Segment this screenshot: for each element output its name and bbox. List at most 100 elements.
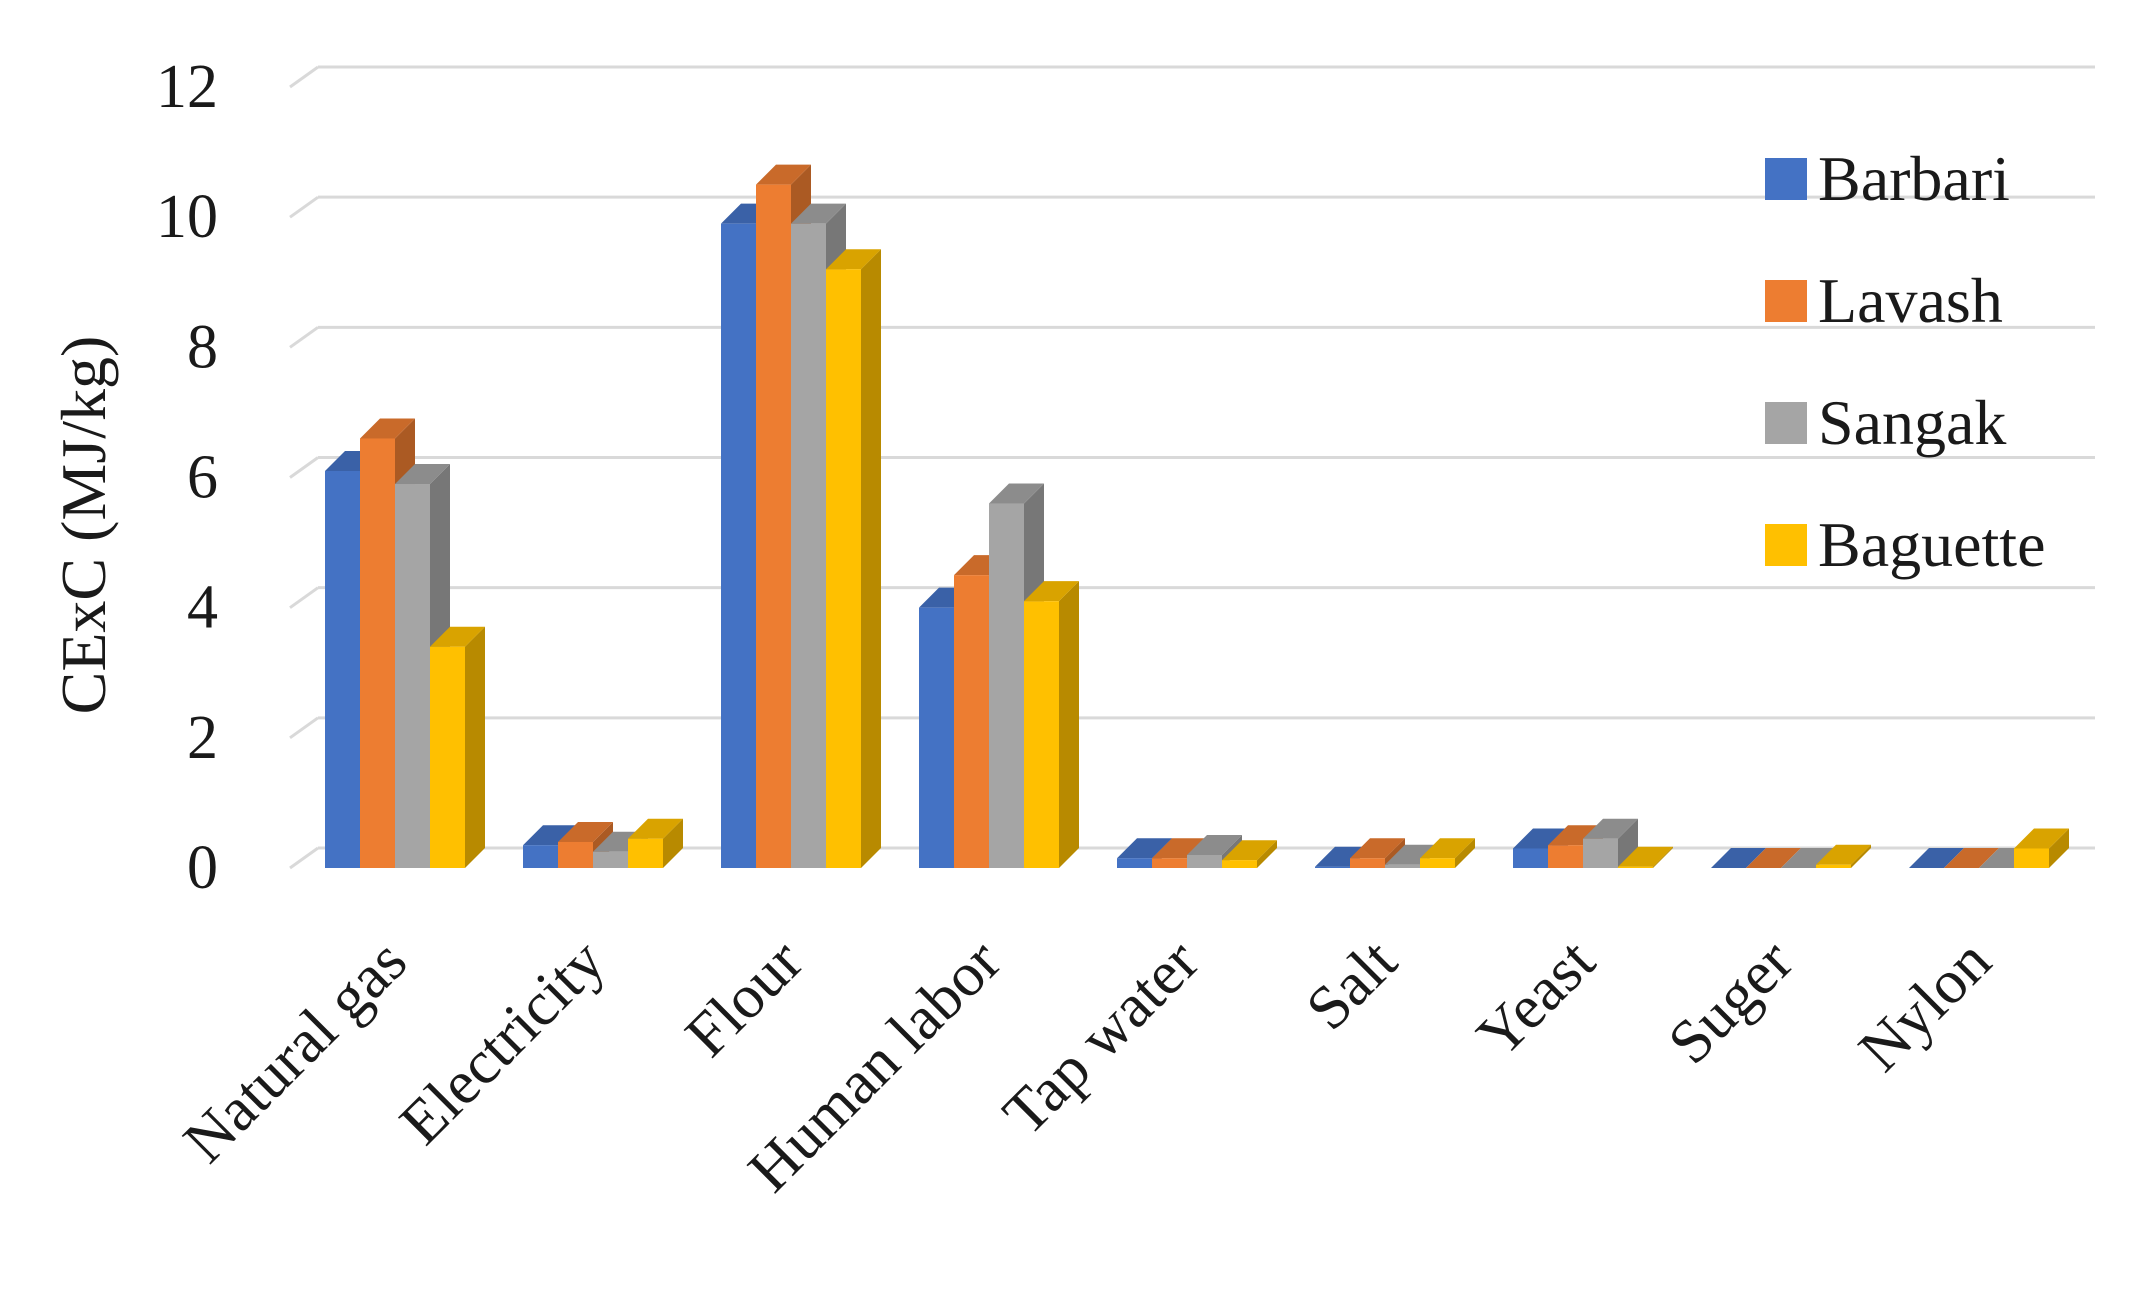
x-category-label: Salt — [1294, 927, 1410, 1043]
bar-baguette — [1222, 840, 1277, 868]
bar-top — [1909, 848, 1964, 868]
bar-front — [430, 646, 465, 868]
legend-swatch — [1765, 402, 1807, 444]
bar-top — [1350, 838, 1405, 859]
bar-baguette — [1420, 838, 1475, 868]
x-category-label: Electricity — [387, 927, 618, 1158]
bar-front — [826, 269, 861, 868]
bar-front — [1420, 858, 1455, 868]
y-tick-label: 2 — [187, 704, 218, 772]
bar-lavash — [1944, 848, 1999, 868]
bar-top — [756, 164, 811, 185]
x-category-label: Tap water — [990, 927, 1212, 1149]
bar-side — [1059, 581, 1079, 868]
bar-top — [1781, 848, 1836, 868]
legend-label: Sangak — [1818, 387, 2006, 458]
legend-label: Barbari — [1818, 143, 2010, 214]
x-category-label: Flour — [673, 927, 816, 1070]
y-tick-label: 4 — [187, 574, 218, 642]
legend-label: Lavash — [1818, 265, 2003, 336]
bar-top — [395, 464, 450, 485]
legend-swatch — [1765, 524, 1807, 566]
bar-front — [1152, 858, 1187, 868]
y-tick-label: 8 — [187, 313, 218, 381]
bar-top — [791, 203, 846, 224]
bar-top — [2014, 828, 2069, 849]
bar-baguette — [430, 626, 485, 868]
legend-swatch — [1765, 280, 1807, 322]
bar-top — [360, 418, 415, 439]
bar-top — [1152, 838, 1207, 859]
bar-front — [919, 607, 954, 868]
gridline — [289, 326, 319, 349]
bar-top — [1187, 834, 1242, 855]
y-tick-label: 0 — [187, 834, 218, 902]
bar-front — [1385, 864, 1420, 868]
bar-front — [1513, 848, 1548, 868]
x-category-label: Nylon — [1846, 927, 2004, 1085]
bar-top — [826, 249, 881, 270]
bar-top — [1816, 844, 1871, 865]
bar-side — [1618, 818, 1638, 868]
bar-front — [1315, 866, 1350, 868]
bar-top — [558, 821, 613, 842]
bar-front — [1024, 601, 1059, 868]
bar-front — [1548, 845, 1583, 868]
bar-front — [954, 575, 989, 868]
x-category-label: Natural gas — [171, 927, 420, 1176]
bar-side — [1455, 838, 1475, 868]
bar-front — [989, 503, 1024, 868]
bar-front — [395, 484, 430, 868]
bar-baguette — [628, 818, 683, 868]
bar-front — [791, 223, 826, 869]
gridline — [289, 65, 319, 89]
gridline — [289, 586, 319, 609]
bar-top — [1548, 825, 1603, 846]
bar-top — [1024, 581, 1079, 602]
bar-baguette — [1816, 844, 1871, 868]
gridline — [289, 456, 319, 479]
bar-top — [1117, 838, 1172, 859]
bar-top — [1222, 840, 1277, 861]
bar-sangak — [1583, 818, 1638, 868]
bar-front — [1222, 860, 1257, 868]
legend-swatch — [1765, 158, 1807, 200]
legend-label: Baguette — [1818, 509, 2045, 580]
y-tick-label: 6 — [187, 444, 218, 512]
bar-top — [1315, 846, 1370, 867]
bar-baguette — [1024, 581, 1079, 868]
bar-top — [1944, 848, 1999, 868]
x-category-label: Suger — [1656, 927, 1807, 1078]
bar-side — [1257, 840, 1277, 868]
bars — [325, 164, 2069, 869]
gridline — [289, 846, 319, 870]
bar-top — [628, 818, 683, 839]
bar-front — [523, 845, 558, 868]
bar-baguette — [2014, 828, 2069, 868]
bar-top — [1385, 844, 1440, 865]
bar-front — [756, 184, 791, 868]
bar-barbari — [1909, 848, 1964, 868]
x-category-label: Yeast — [1464, 927, 1608, 1071]
bar-side — [2049, 828, 2069, 868]
bar-top — [523, 825, 578, 846]
bar-front — [2014, 848, 2049, 868]
bar-barbari — [1711, 848, 1766, 868]
legend: Barbari Lavash Sangak Baguette — [1765, 143, 2045, 580]
bar-lavash — [1746, 848, 1801, 868]
gridline — [289, 195, 319, 219]
y-tick-label: 12 — [156, 53, 218, 121]
bar-side — [1851, 844, 1871, 868]
y-axis-title: CExC (MJ/kg) — [48, 336, 119, 715]
bar-front — [1187, 854, 1222, 868]
bar-top — [1513, 828, 1568, 849]
bar-top — [1746, 848, 1801, 868]
bar-baguette — [826, 249, 881, 868]
bar-top — [1618, 846, 1673, 867]
bar-side — [1653, 846, 1673, 868]
bar-side — [663, 818, 683, 868]
bar-front — [721, 223, 756, 869]
gridline — [289, 716, 319, 740]
